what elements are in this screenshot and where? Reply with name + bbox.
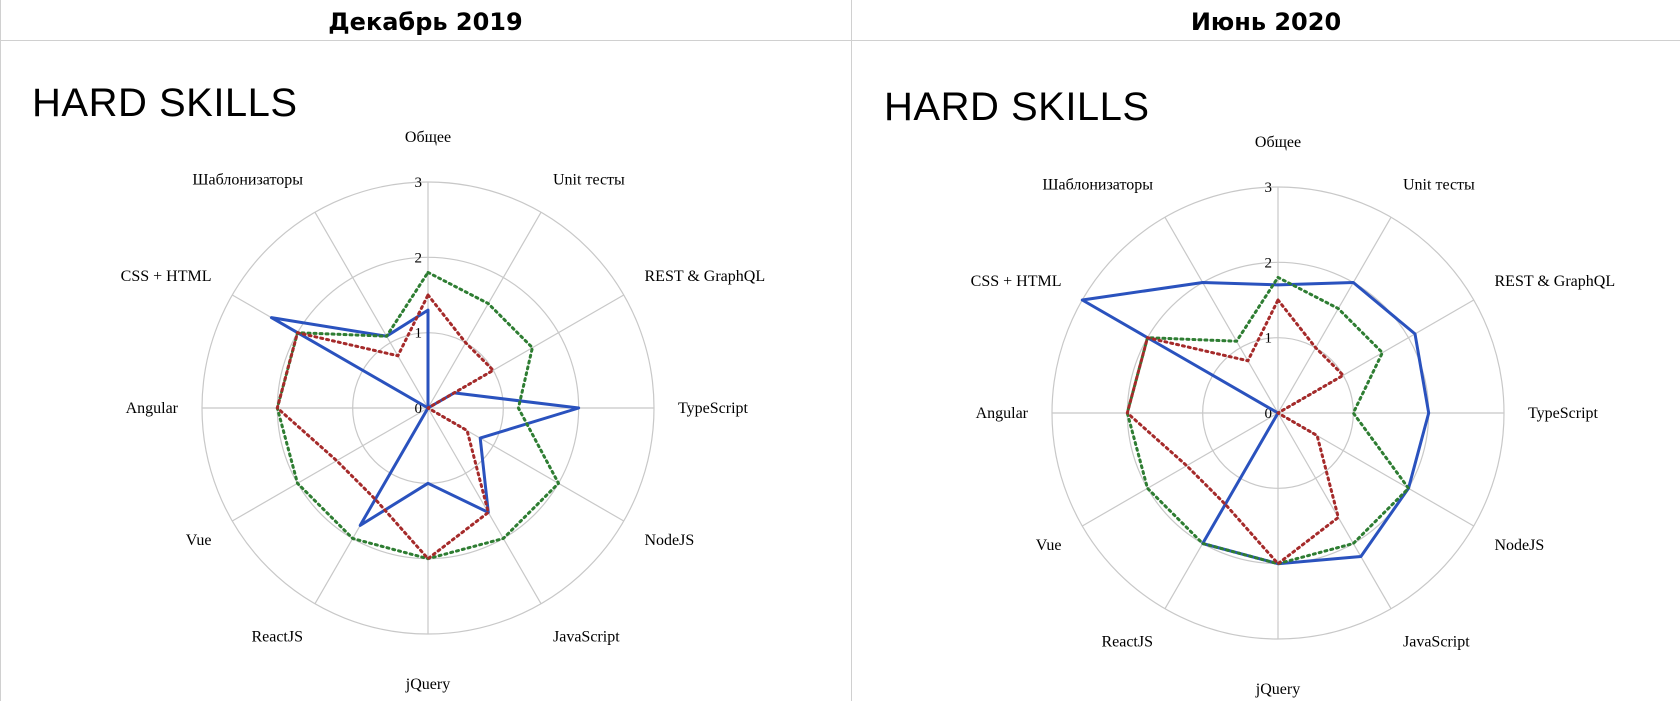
chart-panel-right: HARD SKILLS 0 1 2 3 Общее Unit тесты REST & Gr… xyxy=(852,41,1680,701)
axis-label: Vue xyxy=(1036,537,1062,554)
grid-spoke xyxy=(231,407,429,522)
axis-label: NodeJS xyxy=(1495,537,1545,554)
series-line-1 xyxy=(269,308,581,527)
tick-label: 1 xyxy=(415,326,423,342)
chart-title: HARD SKILLS xyxy=(32,81,298,125)
grid-spoke xyxy=(427,407,542,605)
radar-chart-june-2020: 0 1 2 3 Общее Unit тесты REST & GraphQL TypeScr… xyxy=(971,134,1616,698)
series-line-3 xyxy=(275,293,495,561)
grid-spoke xyxy=(1277,412,1392,610)
axis-label: NodeJS xyxy=(645,532,695,549)
column-header-june-2020: Июнь 2020 xyxy=(1190,8,1342,36)
axis-label: jQuery xyxy=(1255,681,1300,698)
tick-label: 3 xyxy=(415,175,423,191)
tick-label: 1 xyxy=(1265,331,1273,347)
axis-label: Angular xyxy=(126,400,179,417)
chart-panel-left: HARD SKILLS 0 1 2 3 Общее Unit тесты REST & Gr… xyxy=(0,41,850,701)
axis-label: Unit тесты xyxy=(553,171,625,188)
frame-border xyxy=(0,0,1,701)
tick-label: 0 xyxy=(415,401,423,417)
grid-spoke xyxy=(1277,216,1392,414)
axis-label: Общее xyxy=(405,129,451,146)
axis-label: Шаблонизаторы xyxy=(1042,176,1153,193)
axis-label: ReactJS xyxy=(251,629,303,646)
axis-label: jQuery xyxy=(405,676,450,693)
axis-label: TypeScript xyxy=(1528,405,1599,422)
axis-label: Vue xyxy=(186,532,212,549)
axis-label: REST & GraphQL xyxy=(645,268,766,285)
column-header-december-2019: Декабрь 2019 xyxy=(328,8,523,36)
tick-label: 0 xyxy=(1265,406,1273,422)
grid-spoke xyxy=(427,211,542,409)
radar-chart-december-2019: 0 1 2 3 Общее Unit тесты REST & GraphQL TypeScr… xyxy=(121,129,766,693)
axis-label: Общее xyxy=(1255,134,1301,151)
axis-label: REST & GraphQL xyxy=(1495,273,1616,290)
grid-spoke xyxy=(314,211,429,409)
header-row: Декабрь 2019 Июнь 2020 xyxy=(0,0,1680,41)
axis-label: JavaScript xyxy=(553,629,620,646)
axis-label: Шаблонизаторы xyxy=(192,171,303,188)
grid-spoke xyxy=(1081,412,1279,527)
series-line-1 xyxy=(1080,281,1431,566)
series-line-3 xyxy=(1125,298,1345,566)
chart-title: HARD SKILLS xyxy=(884,85,1150,129)
axis-label: TypeScript xyxy=(678,400,749,417)
axis-label: JavaScript xyxy=(1403,634,1470,651)
column-divider xyxy=(851,0,852,701)
axis-label: Angular xyxy=(976,405,1029,422)
tick-label: 2 xyxy=(415,250,423,266)
tick-label: 2 xyxy=(1265,255,1273,271)
tick-label: 3 xyxy=(1265,180,1273,196)
axis-label: CSS + HTML xyxy=(121,268,212,285)
axis-label: Unit тесты xyxy=(1403,176,1475,193)
axis-label: CSS + HTML xyxy=(971,273,1062,290)
grid-spoke xyxy=(1164,216,1279,414)
axis-label: ReactJS xyxy=(1101,634,1153,651)
